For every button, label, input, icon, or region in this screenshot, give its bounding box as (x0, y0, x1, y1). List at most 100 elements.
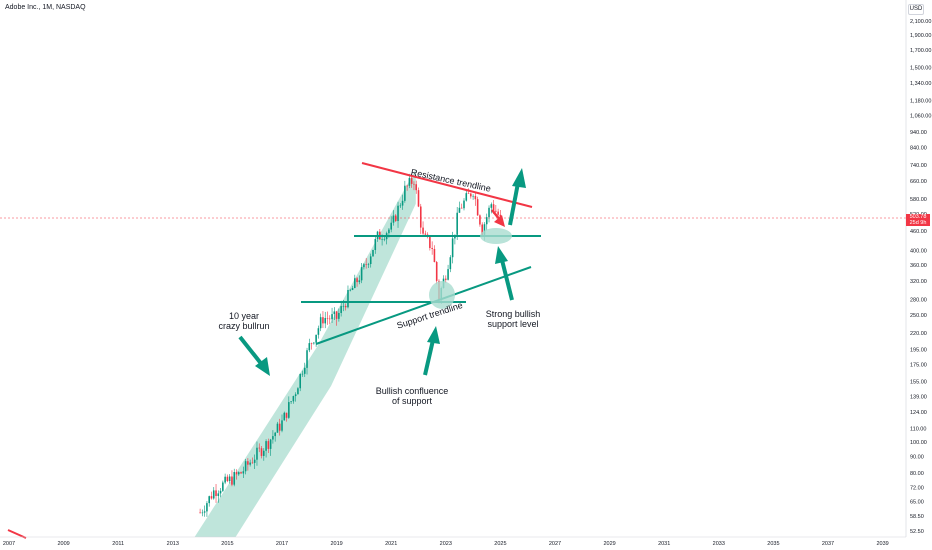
candle (235, 469, 238, 480)
candle (351, 285, 354, 291)
candle (404, 180, 406, 203)
candle (267, 438, 270, 454)
candle (237, 471, 240, 476)
candle (449, 255, 452, 273)
candle (485, 213, 488, 231)
x-tick-label: 2037 (822, 541, 834, 547)
x-tick-label: 2033 (713, 541, 725, 547)
candle (374, 235, 377, 254)
candle (292, 395, 295, 404)
candle (479, 214, 481, 227)
y-tick-label: 58.50 (910, 514, 924, 520)
candle (347, 285, 349, 309)
candle (294, 392, 297, 402)
candle (472, 194, 474, 200)
candle (263, 448, 265, 461)
candle (272, 430, 274, 444)
y-tick-label: 1,500.00 (910, 66, 931, 72)
candle (429, 236, 431, 251)
candle (356, 276, 358, 287)
y-tick-label: 52.50 (910, 529, 924, 535)
candle (406, 184, 408, 191)
support-level-annotation: Strong bullish support level (485, 309, 541, 329)
candle (310, 342, 313, 350)
candle (313, 342, 315, 345)
candle (495, 204, 497, 213)
y-tick-label: 660.00 (910, 179, 927, 185)
candle (331, 307, 333, 324)
y-tick-label: 1,180.00 (910, 99, 931, 105)
currency-button[interactable]: USD (908, 4, 924, 15)
candle (278, 418, 281, 436)
candle (247, 458, 249, 471)
candle (276, 421, 279, 433)
candle (333, 307, 336, 320)
x-tick-label: 2007 (3, 541, 15, 547)
candle (308, 338, 311, 353)
arrow-breakout-up-icon (508, 168, 526, 226)
x-tick-label: 2025 (494, 541, 506, 547)
candle (344, 303, 347, 311)
y-tick-label: 940.00 (910, 130, 927, 136)
candle (365, 258, 367, 269)
x-tick-label: 2019 (330, 541, 342, 547)
candle (319, 313, 322, 332)
candle (322, 311, 324, 329)
y-tick-label: 110.00 (910, 427, 926, 433)
x-tick-label: 2023 (440, 541, 452, 547)
candle (288, 396, 290, 419)
candle (369, 253, 372, 268)
candle (231, 470, 233, 487)
y-tick-label: 580.00 (910, 197, 927, 203)
x-tick-label: 2009 (57, 541, 69, 547)
candle (297, 387, 299, 395)
candle (219, 487, 222, 498)
candle (431, 241, 433, 255)
candle (253, 454, 256, 469)
candle (417, 187, 420, 208)
confluence-annotation: Bullish confluence of support (375, 386, 449, 406)
candle (249, 459, 251, 467)
candle (349, 288, 352, 292)
bullrun-annotation: 10 year crazy bullrun (218, 311, 270, 331)
candle (215, 484, 217, 503)
candle (199, 508, 201, 514)
arrow-pullback-down-icon (491, 209, 505, 227)
candle (306, 347, 308, 375)
y-tick-label: 1,340.00 (910, 81, 931, 87)
candle (401, 194, 404, 210)
candle (470, 192, 472, 199)
candle (360, 263, 363, 284)
y-tick-label: 175.00 (910, 363, 927, 369)
y-axis-ticks[interactable]: 2,100.00 1,900.00 1,700.00 1,500.00 1,340.00… (910, 19, 931, 535)
y-tick-label: 320.00 (910, 279, 927, 285)
candle (251, 457, 254, 464)
candle (354, 274, 356, 289)
x-tick-label: 2029 (603, 541, 615, 547)
candle (274, 431, 276, 442)
symbol-title[interactable]: Adobe Inc., 1M, NASDAQ (5, 4, 86, 11)
resistance-trendline[interactable] (361, 162, 533, 208)
candle (490, 202, 493, 214)
candle (281, 414, 283, 433)
support-trendline[interactable] (315, 266, 532, 345)
candle (206, 501, 208, 517)
candle (451, 231, 454, 264)
candle (315, 334, 317, 347)
y-tick-label: 220.00 (910, 331, 927, 337)
y-tick-label: 250.00 (910, 313, 927, 319)
candle (367, 262, 370, 268)
candle (244, 458, 247, 475)
candle (224, 473, 226, 485)
x-tick-label: 2039 (876, 541, 888, 547)
candle (379, 228, 381, 240)
candle (285, 412, 288, 422)
y-tick-label: 72.00 (910, 485, 924, 491)
candle (258, 443, 261, 453)
x-tick-label: 2015 (221, 541, 233, 547)
candle (399, 203, 402, 208)
y-tick-label: 2,100.00 (910, 19, 931, 25)
candle (422, 221, 424, 237)
x-axis-ticks[interactable]: 2007 2009 2011 2013 2015 2017 2019 2021 2023 2025… (3, 541, 889, 547)
